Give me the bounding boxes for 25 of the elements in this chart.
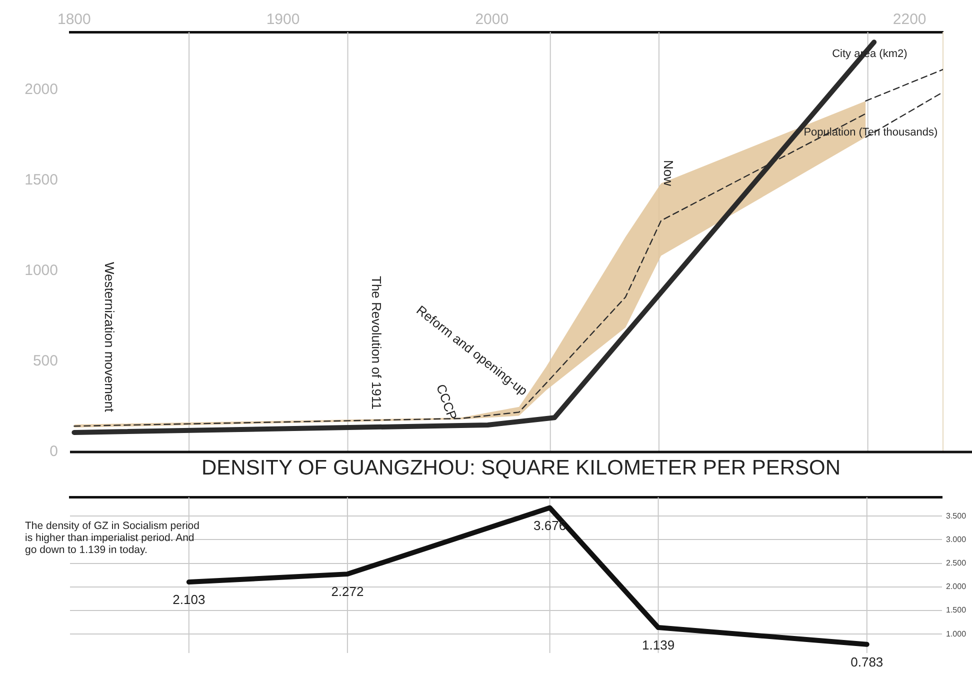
annotation: Westernization movement [102,262,117,412]
annotation: Now [661,160,676,186]
y-tick-label: 1000 [24,262,58,280]
annotation: The density of GZ in Socialism period is higher than imperialist period. And go down to 1.139 in today. [25,520,200,556]
y2-tick-label: 3.000 [946,534,967,544]
y2-tick-label: 3.500 [946,511,967,520]
data-label: 2.103 [172,592,206,608]
y-tick-label: 1500 [24,172,58,189]
x-tick-label: 1900 [266,11,300,28]
x-tick-label: 2200 [892,11,926,28]
y-tick-label: 2000 [24,81,58,98]
x-tick-label: 1800 [57,11,91,28]
y-tick-label: 500 [32,352,58,370]
data-label: 2.272 [331,584,364,600]
annotation: CCCP [433,382,460,422]
x-tick-label: 2000 [475,11,509,28]
chart-title: DENSITY OF GUANGZHOU: SQUARE KILOMETER PER PERSON [201,456,841,480]
y2-tick-label: 2.000 [946,582,967,592]
data-label: 0.783 [850,654,884,670]
y2-tick-label: 1.000 [946,629,967,638]
annotation: The Revolution of 1911 [369,276,384,410]
y-tick-label: 0 [50,443,58,460]
data-label: 1.139 [642,638,675,653]
y2-tick-label: 2.500 [946,558,967,568]
y2-tick-label: 1.500 [946,606,967,615]
